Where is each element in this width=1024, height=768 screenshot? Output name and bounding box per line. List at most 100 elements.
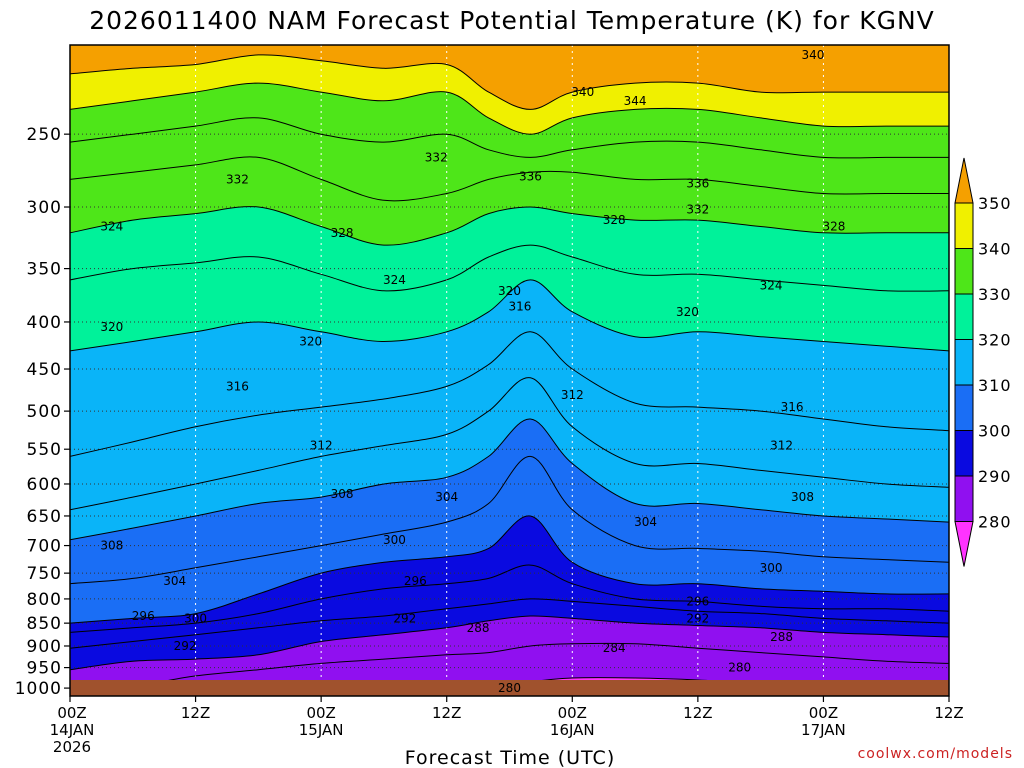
colorbar-label: 340 [978, 240, 1012, 259]
y-tick-label: 750 [27, 564, 62, 584]
contour-label: 324 [100, 220, 123, 234]
y-tick-label: 400 [27, 313, 62, 333]
contour-layer [70, 54, 949, 692]
contour-308 [70, 418, 949, 541]
contour-label: 336 [686, 177, 709, 191]
contour-label: 328 [331, 226, 354, 240]
contour-316 [70, 331, 949, 457]
contour-340 [70, 82, 949, 135]
x-tick-label: 00Z [809, 704, 838, 722]
contour-label: 308 [791, 490, 814, 504]
y-tick-label: 600 [27, 475, 62, 495]
contour-label: 292 [174, 639, 197, 653]
contour-label: 300 [184, 611, 207, 625]
contour-292 [70, 598, 949, 649]
plot-area: 280 280 284 288 288 292 292 292 296 296 296 300 300 3… [70, 45, 949, 696]
colorbar-segment-290_300 [954, 430, 974, 477]
colorbar-label: 330 [978, 285, 1012, 304]
contour-label: 288 [467, 621, 490, 635]
contour-label-layer: 280 280 284 288 288 292 292 292 296 296 296 300 300 3… [100, 48, 845, 695]
x-tick-label: 00Z [306, 704, 335, 722]
contour-label: 308 [100, 539, 123, 553]
contour-label: 304 [634, 515, 657, 529]
contour-label: 328 [603, 213, 626, 227]
colorbar: 350 340 330 320 310 300 290 280 [954, 157, 1012, 567]
colorbar-segment-330_340 [954, 248, 974, 295]
x-axis-label: Forecast Time (UTC) [405, 747, 615, 768]
contour-label: 324 [760, 278, 783, 292]
contour-324 [70, 244, 949, 292]
contour-label: 292 [686, 611, 709, 625]
contour-300 [70, 515, 949, 624]
contour-label: 296 [404, 574, 427, 588]
contour-284 [70, 642, 949, 689]
x-tick-label: 00Z [57, 704, 86, 722]
contour-label: 332 [425, 150, 448, 164]
colorbar-label: 290 [978, 467, 1012, 486]
colorbar-label: 300 [978, 422, 1012, 441]
x-tick-label: 2026 [53, 738, 91, 756]
contour-label: 292 [393, 611, 416, 625]
contour-label: 320 [676, 305, 699, 319]
contour-label: 296 [132, 609, 155, 623]
credit-text: coolwx.com/models [858, 746, 1013, 762]
colorbar-segment-300_310 [954, 384, 974, 431]
y-tick-label: 550 [27, 440, 62, 460]
contour-328 [70, 206, 949, 246]
colorbar-label: 280 [978, 513, 1012, 532]
y-tick-label: 450 [27, 360, 62, 380]
chart-title: 2026011400 NAM Forecast Potential Temper… [89, 6, 935, 35]
colorbar-label: 320 [978, 331, 1012, 350]
contour-344 [70, 54, 949, 110]
contour-label: 280 [498, 681, 521, 695]
colorbar-cap-top [954, 157, 974, 204]
y-tick-label: 900 [27, 637, 62, 657]
colorbar-segment-320_330 [954, 293, 974, 340]
colorbar-segment-310_320 [954, 339, 974, 386]
contour-label: 312 [770, 439, 793, 453]
y-tick-label: 800 [27, 590, 62, 610]
contour-304 [70, 455, 949, 585]
contour-label: 308 [331, 487, 354, 501]
contour-label: 340 [571, 85, 594, 99]
y-tick-label: 1000 [15, 679, 62, 699]
contour-label: 316 [781, 400, 804, 414]
contour-label: 340 [802, 48, 825, 62]
contour-label: 284 [603, 641, 626, 655]
ground-surface [70, 680, 949, 696]
contour-label: 316 [509, 300, 532, 314]
x-tick-label: 16JAN [550, 721, 595, 739]
contour-label: 332 [686, 203, 709, 217]
contour-312 [70, 377, 949, 511]
y-tick-label: 850 [27, 614, 62, 634]
contour-label: 300 [383, 533, 406, 547]
contour-label: 336 [519, 170, 542, 184]
contour-label: 312 [561, 388, 584, 402]
y-axis: 250 300 350 400 450 500 550 600 650 700 750 800 850 9… [15, 125, 70, 699]
contour-label: 320 [299, 334, 322, 348]
contour-label: 304 [163, 574, 186, 588]
contour-label: 304 [435, 490, 458, 504]
colorbar-segment-280_290 [954, 475, 974, 522]
contour-label: 344 [624, 94, 647, 108]
colorbar-segment-340_350 [954, 202, 974, 249]
contour-label: 324 [383, 273, 406, 287]
x-tick-label: 15JAN [299, 721, 344, 739]
contour-label: 320 [100, 320, 123, 334]
contour-296 [70, 564, 949, 633]
contour-label: 316 [226, 379, 249, 393]
x-tick-label: 12Z [683, 704, 712, 722]
contour-label: 332 [226, 172, 249, 186]
contour-label: 288 [770, 630, 793, 644]
contour-label: 300 [760, 561, 783, 575]
y-tick-label: 350 [27, 260, 62, 280]
x-tick-label: 12Z [432, 704, 461, 722]
x-tick-label: 00Z [558, 704, 587, 722]
colorbar-label: 350 [978, 194, 1012, 213]
contour-label: 328 [822, 220, 845, 234]
x-tick-label: 12Z [181, 704, 210, 722]
y-tick-label: 950 [27, 659, 62, 679]
contour-label: 320 [498, 284, 521, 298]
y-tick-label: 300 [27, 198, 62, 218]
